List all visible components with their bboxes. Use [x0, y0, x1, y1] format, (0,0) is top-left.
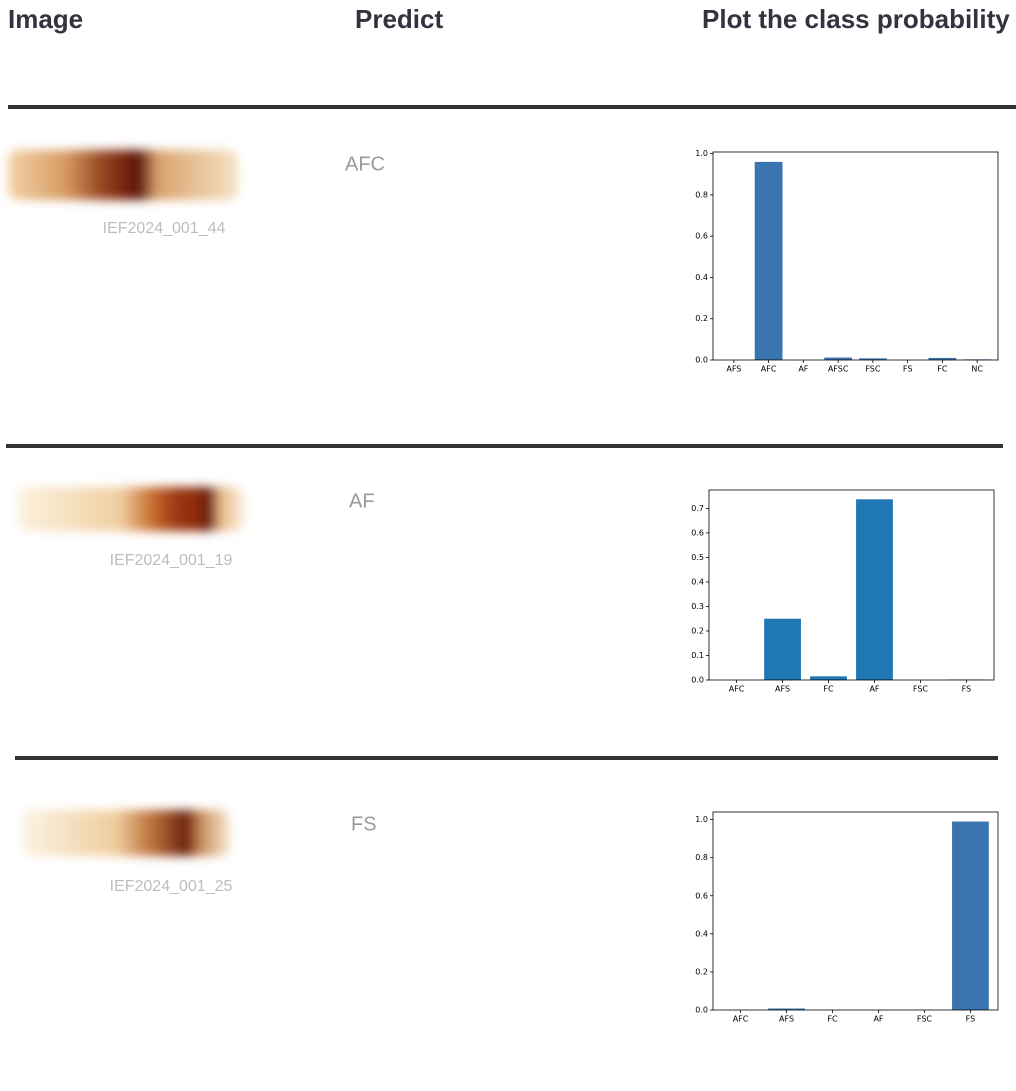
- prediction: FS: [351, 813, 377, 835]
- x-tick-label: AFC: [733, 1015, 749, 1024]
- y-tick-label: 0.5: [691, 553, 704, 562]
- plot-frame: [709, 490, 994, 680]
- divider: [6, 444, 1003, 448]
- image-caption: IEF2024_001_25: [110, 878, 233, 895]
- y-tick-label: 0.7: [691, 504, 704, 513]
- page: {"header": {"columns": ["Image", "Predic…: [0, 0, 1016, 1091]
- bar: [755, 162, 783, 360]
- y-tick-label: 0.8: [695, 190, 708, 199]
- x-tick-label: FS: [962, 685, 972, 694]
- y-tick-label: 0.6: [695, 891, 708, 900]
- column-header: Image: [8, 4, 83, 34]
- column-header: Predict: [355, 4, 443, 34]
- gel-image: [8, 150, 238, 200]
- x-tick-label: AFC: [761, 365, 777, 374]
- y-tick-label: 1.0: [695, 815, 708, 824]
- x-tick-label: AFS: [775, 685, 790, 694]
- x-tick-label: AF: [869, 685, 879, 694]
- y-tick-label: 0.4: [695, 929, 708, 938]
- y-tick-label: 0.0: [695, 356, 708, 365]
- y-tick-label: 0.3: [691, 602, 704, 611]
- y-tick-label: 0.4: [691, 577, 704, 586]
- x-tick-label: FC: [823, 685, 834, 694]
- x-tick-label: AFC: [729, 685, 745, 694]
- divider: [15, 756, 998, 760]
- bar: [764, 619, 801, 680]
- y-tick-label: 1.0: [695, 149, 708, 158]
- x-tick-label: AFS: [726, 365, 741, 374]
- y-tick-label: 0.2: [695, 314, 708, 323]
- x-tick-label: NC: [971, 365, 983, 374]
- x-tick-label: FC: [937, 365, 948, 374]
- x-tick-label: FSC: [913, 685, 929, 694]
- bar: [952, 822, 989, 1010]
- y-tick-label: 0.2: [695, 967, 708, 976]
- divider: [8, 105, 1016, 109]
- y-tick-label: 0.6: [691, 528, 704, 537]
- image-caption: IEF2024_001_44: [103, 220, 226, 237]
- prediction: AF: [349, 490, 375, 512]
- y-tick-label: 0.2: [691, 626, 704, 635]
- y-tick-label: 0.1: [691, 651, 704, 660]
- column-header: Plot the class probability: [702, 4, 1010, 34]
- gel-image: [18, 487, 244, 531]
- screen: Image Predict Plot the class probability…: [0, 0, 1016, 1087]
- x-tick-label: AF: [798, 365, 808, 374]
- gel-image: [22, 810, 230, 856]
- x-tick-label: FSC: [917, 1015, 933, 1024]
- bar: [810, 676, 847, 680]
- x-tick-label: FS: [903, 365, 913, 374]
- x-tick-label: FC: [827, 1015, 838, 1024]
- x-tick-label: FSC: [865, 365, 881, 374]
- x-tick-label: AF: [873, 1015, 883, 1024]
- x-tick-label: FS: [966, 1015, 976, 1024]
- y-tick-label: 0.8: [695, 853, 708, 862]
- image-caption: IEF2024_001_19: [110, 552, 233, 569]
- y-tick-label: 0.0: [691, 676, 704, 685]
- y-tick-label: 0.6: [695, 232, 708, 241]
- prediction: AFC: [345, 153, 385, 175]
- y-tick-label: 0.0: [695, 1006, 708, 1015]
- x-tick-label: AFSC: [828, 365, 849, 374]
- x-tick-label: AFS: [779, 1015, 794, 1024]
- bar: [856, 499, 893, 680]
- y-tick-label: 0.4: [695, 273, 708, 282]
